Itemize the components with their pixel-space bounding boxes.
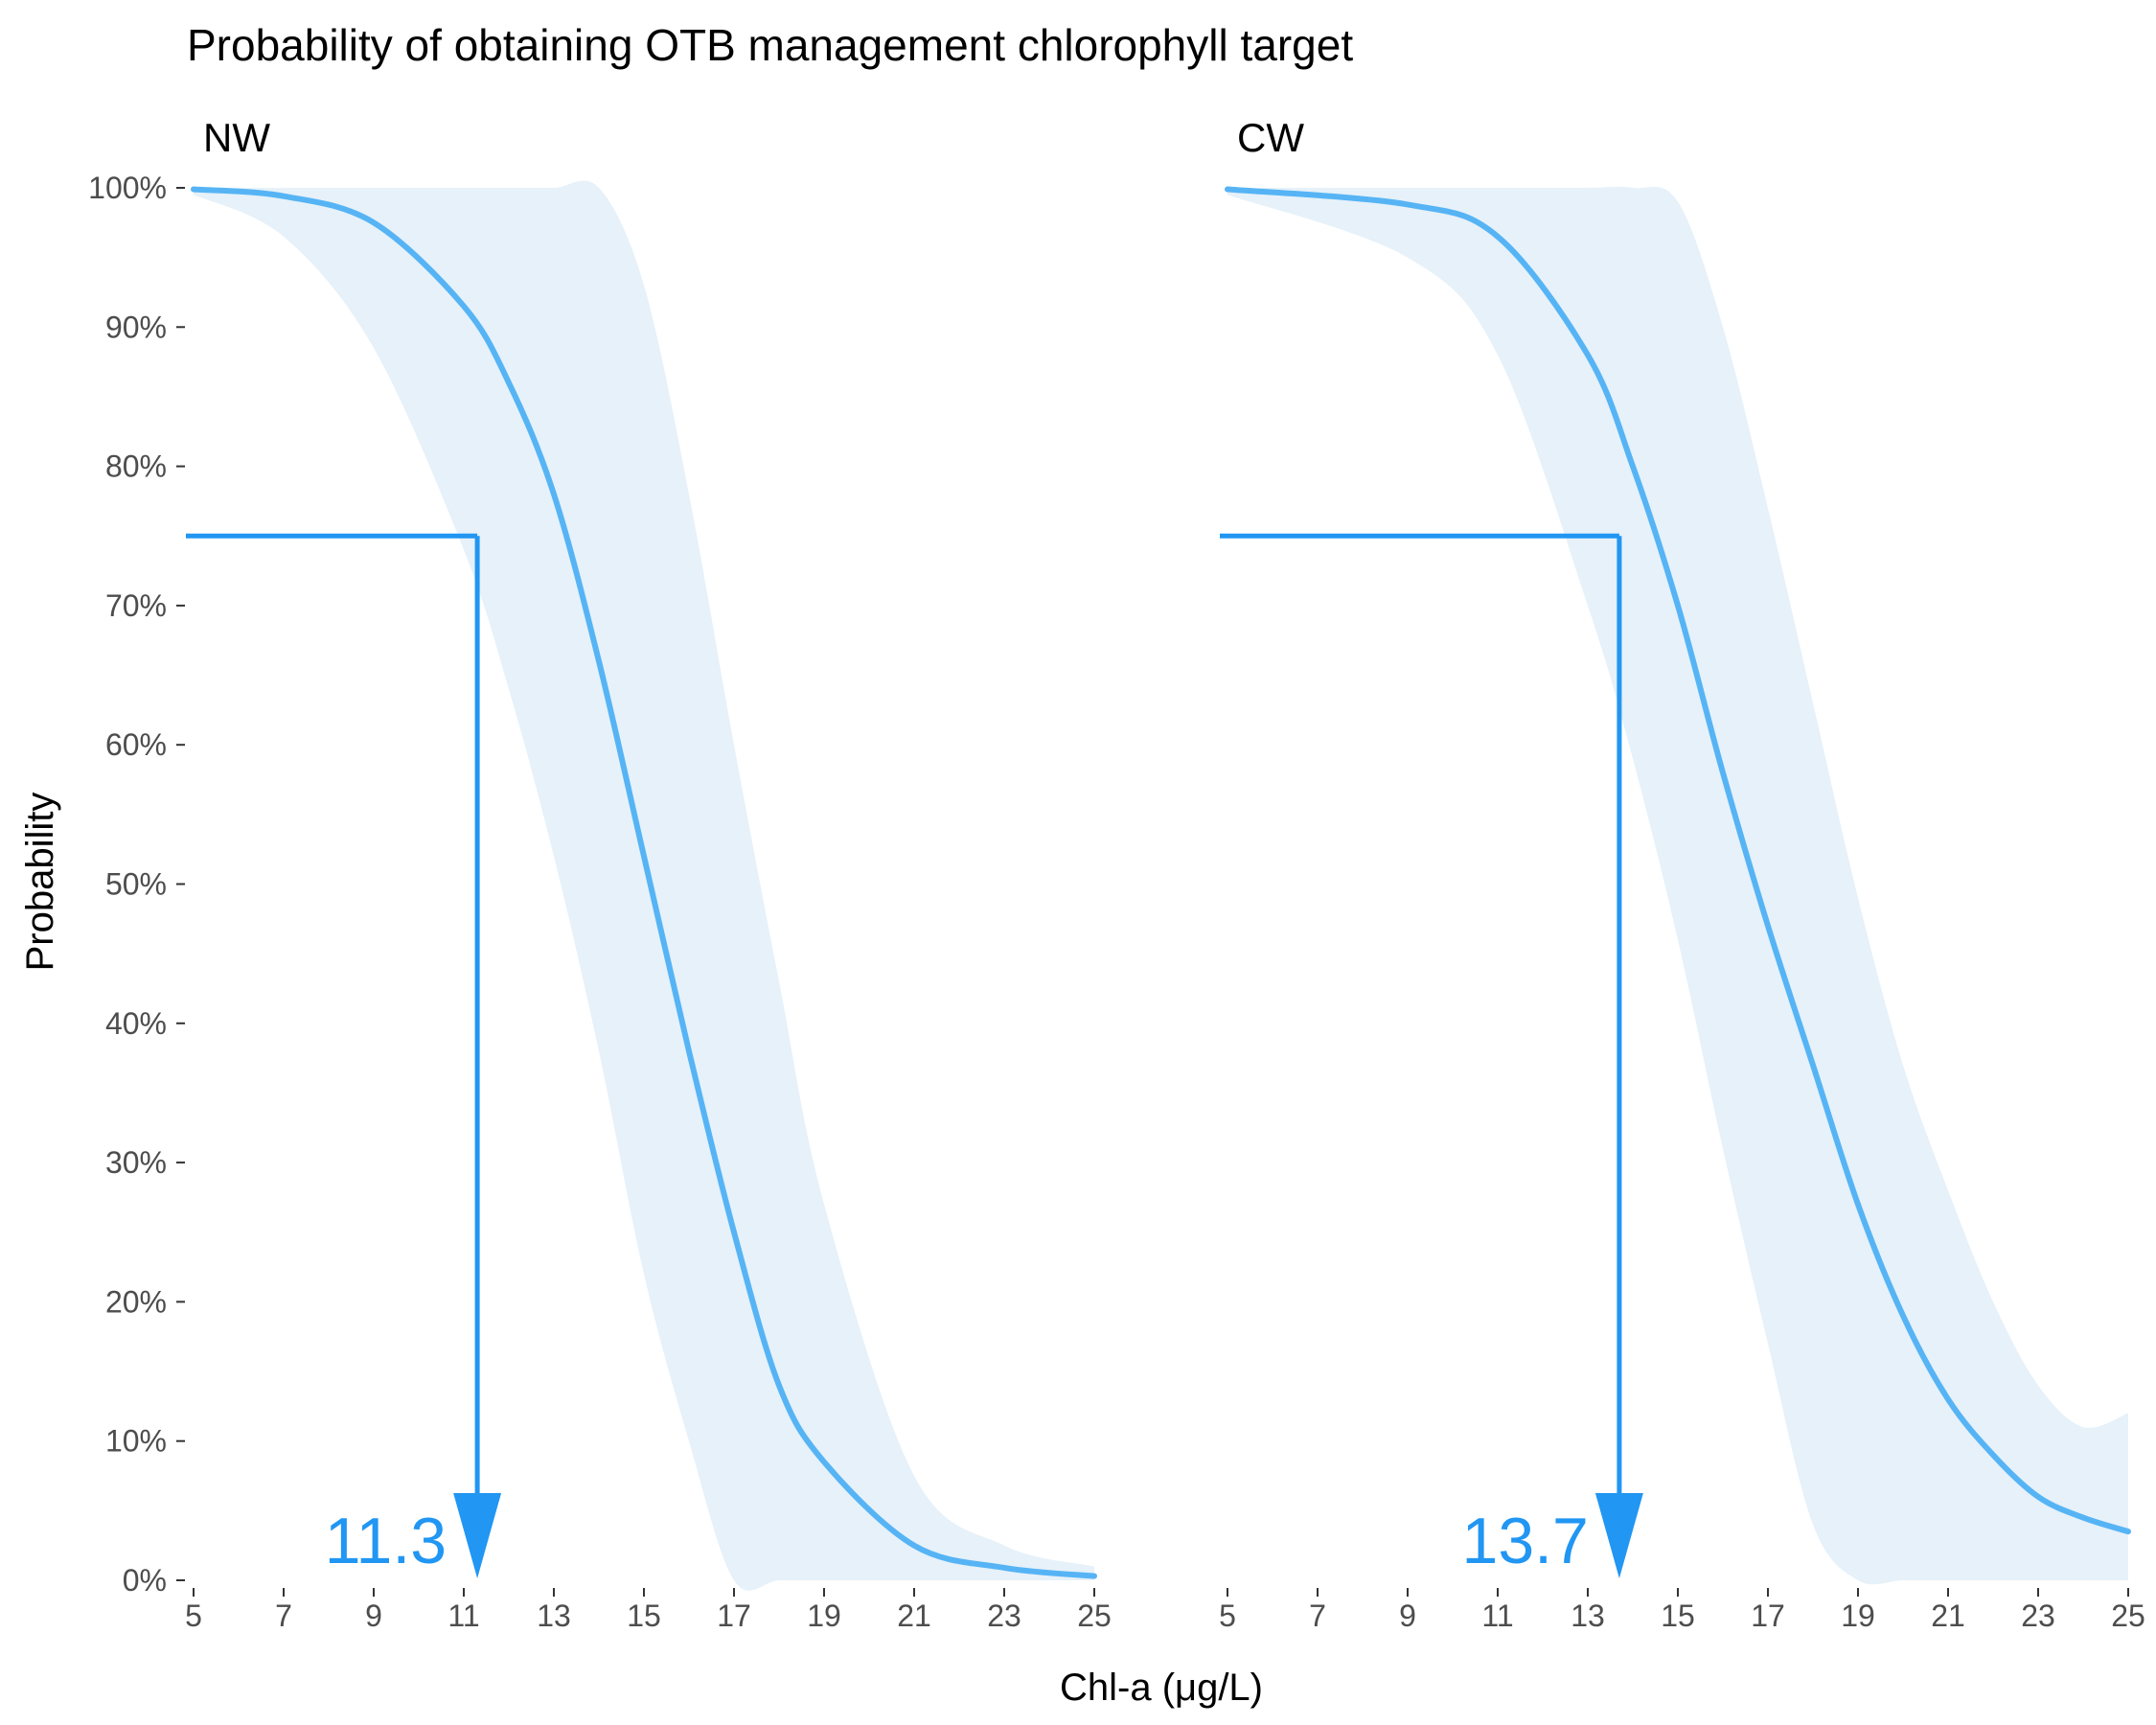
panel-label: CW xyxy=(1237,115,1304,160)
y-tick-label: 30% xyxy=(105,1145,167,1180)
x-tick-label: 15 xyxy=(627,1598,661,1633)
x-tick-label: 9 xyxy=(365,1598,382,1633)
x-tick-label: 17 xyxy=(1751,1598,1785,1633)
target-value-label: 11.3 xyxy=(325,1505,447,1577)
panel-label: NW xyxy=(203,115,270,160)
x-tick-label: 15 xyxy=(1661,1598,1695,1633)
x-tick-label: 5 xyxy=(1219,1598,1236,1633)
y-tick-label: 20% xyxy=(105,1284,167,1319)
panel-cw: CW 13.7 5 7 9 11 13 15 17 19 21 23 25 xyxy=(1219,115,2145,1633)
credible-interval-ribbon xyxy=(194,180,1094,1591)
target-arrow-head xyxy=(1594,1493,1643,1578)
x-tick-label: 21 xyxy=(1931,1598,1965,1633)
x-tick-label: 7 xyxy=(1309,1598,1326,1633)
x-tick-label: 23 xyxy=(987,1598,1021,1633)
target-arrow-head xyxy=(453,1493,502,1578)
y-tick-label: 40% xyxy=(105,1006,167,1041)
probability-curve xyxy=(191,186,1097,1579)
x-tick-label: 19 xyxy=(807,1598,841,1633)
y-tick-label: 0% xyxy=(123,1563,167,1598)
x-tick-label: 25 xyxy=(2111,1598,2145,1633)
y-tick-label: 10% xyxy=(105,1424,167,1459)
x-tick-label: 5 xyxy=(185,1598,202,1633)
panel-nw: NW 11.3 5 7 9 11 13 15 17 19 21 23 25 xyxy=(185,115,1112,1633)
x-tick-label: 11 xyxy=(447,1598,479,1633)
x-tick-label: 25 xyxy=(1077,1598,1112,1633)
x-tick-label: 13 xyxy=(537,1598,571,1633)
target-value-label: 13.7 xyxy=(1462,1505,1589,1577)
chart-title: Probability of obtaining OTB management … xyxy=(187,20,1353,70)
y-tick-label: 100% xyxy=(88,171,167,205)
chart-panels: 0% 10% 20% 30% 40% 50% 60% 70% 80% 90% 100% NW 11.3 5… xyxy=(88,115,2145,1633)
x-tick-label: 13 xyxy=(1571,1598,1605,1633)
x-tick-label: 9 xyxy=(1399,1598,1416,1633)
credible-interval-ribbon xyxy=(1227,186,2128,1585)
y-axis-title: Probability xyxy=(19,793,61,972)
y-tick-label: 70% xyxy=(105,588,167,623)
x-tick-label: 21 xyxy=(897,1598,931,1633)
x-tick-label: 7 xyxy=(275,1598,292,1633)
y-tick-label: 50% xyxy=(105,867,167,902)
probability-curve xyxy=(1225,186,2131,1535)
y-tick-label: 80% xyxy=(105,449,167,484)
y-tick-label: 90% xyxy=(105,310,167,344)
y-tick-label: 60% xyxy=(105,727,167,762)
x-axis-title: Chl-a (μg/L) xyxy=(1060,1667,1263,1709)
x-tick-label: 19 xyxy=(1841,1598,1875,1633)
x-tick-label: 17 xyxy=(717,1598,751,1633)
x-tick-label: 11 xyxy=(1481,1598,1513,1633)
x-tick-label: 23 xyxy=(2021,1598,2055,1633)
